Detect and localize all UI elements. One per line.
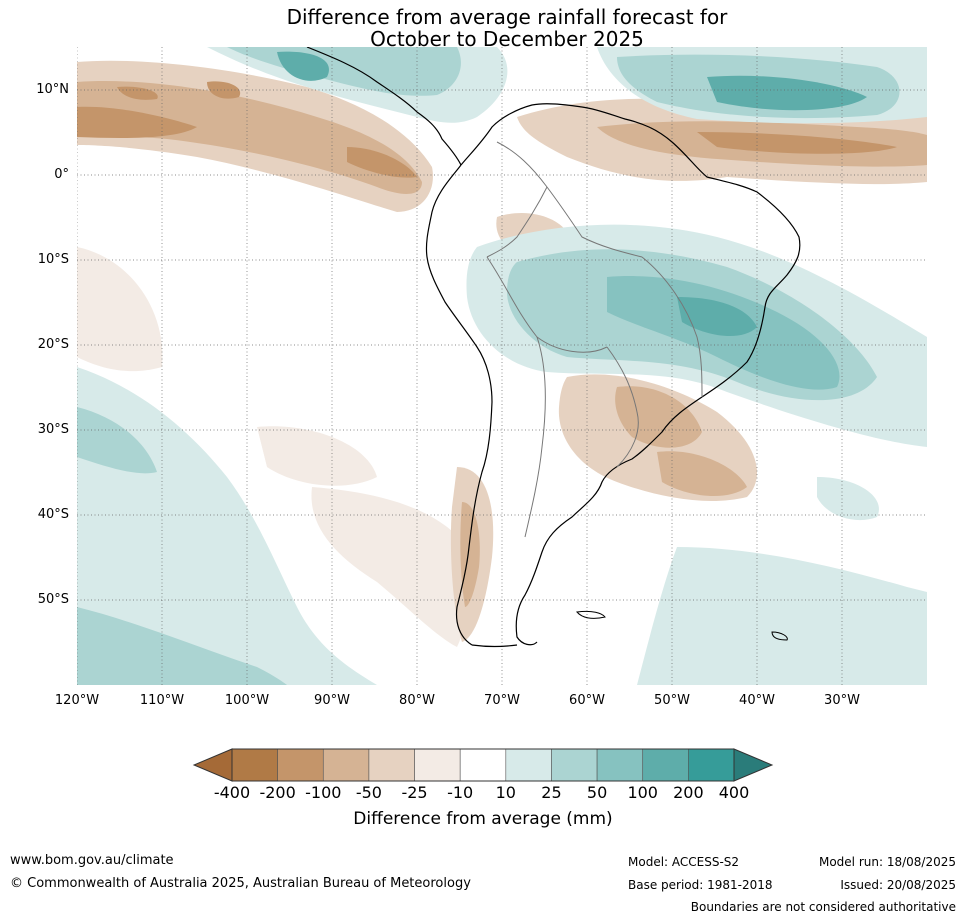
map-title-line1: Difference from average rainfall forecas… — [286, 5, 728, 29]
lat-label-10s: 10°S — [37, 252, 69, 267]
colorbar-segment — [596, 748, 644, 782]
lon-label-60w: 60°W — [569, 693, 605, 708]
colorbar-tick-label: 50 — [586, 783, 608, 802]
lat-label-30s: 30°S — [37, 422, 69, 437]
lon-label-100w: 100°W — [224, 693, 270, 708]
colorbar-segment — [277, 748, 324, 782]
country-borders — [486, 141, 703, 538]
colorbar-tick-label: -25 — [401, 783, 428, 802]
graticule — [77, 47, 927, 685]
colorbar-tick-label: -200 — [259, 783, 296, 802]
lon-label-40w: 40°W — [739, 693, 775, 708]
wet-band-atlantic-north-core — [707, 75, 867, 111]
colorbar-title: Difference from average (mm) — [353, 809, 613, 829]
wet-south-atlantic — [637, 547, 927, 685]
colorbar-segment — [322, 748, 370, 782]
lat-label-0: 0° — [54, 167, 69, 182]
lon-label-80w: 80°W — [399, 693, 435, 708]
colorbar-tick-label: -10 — [447, 783, 474, 802]
colorbar-segment — [414, 748, 461, 782]
colorbar-tick-label: -100 — [305, 783, 342, 802]
copyright-text: © Commonwealth of Australia 2025, Austra… — [10, 876, 471, 891]
website-link[interactable]: www.bom.gov.au/climate — [10, 853, 174, 868]
map-title-line2: October to December 2025 — [370, 27, 644, 51]
wet-south-atlantic-patch — [817, 477, 879, 521]
dry-pacific-east-patch — [77, 247, 163, 372]
colorbar-tick-label: 10 — [495, 783, 516, 802]
colorbar-segment — [231, 748, 278, 782]
colorbar-segment — [459, 748, 507, 782]
wet-southeast-pacific-core — [77, 607, 287, 685]
dry-core-b — [347, 147, 417, 178]
lon-label-30w: 30°W — [824, 693, 860, 708]
colorbar-tick-label: 100 — [627, 783, 658, 802]
colorbar-segment — [551, 748, 598, 782]
lon-label-50w: 50°W — [654, 693, 690, 708]
colorbar-tick-label: 400 — [718, 783, 750, 802]
lon-label-110w: 110°W — [139, 693, 185, 708]
base-period: Base period: 1981-2018 — [628, 878, 773, 892]
model-name: Model: ACCESS-S2 — [628, 855, 740, 869]
wet-brazil-plume-inner — [677, 297, 757, 337]
wet-caribbean-inner — [277, 51, 329, 81]
colorbar-extend-high — [734, 749, 772, 781]
colorbar — [192, 747, 774, 783]
islands — [576, 610, 788, 641]
lat-label-20s: 20°S — [37, 337, 69, 352]
colorbar-segment — [642, 748, 689, 782]
lon-label-70w: 70°W — [484, 693, 520, 708]
model-run-date: Model run: 18/08/2025 — [818, 855, 956, 869]
dry-pacific-mid-patch — [257, 426, 377, 486]
coastline-south-america — [306, 47, 801, 648]
dry-patagonia — [311, 487, 469, 647]
colorbar-segment — [688, 748, 735, 782]
dry-andes-south-core — [460, 502, 480, 607]
dry-uruguay — [657, 451, 747, 497]
colorbar-segment — [368, 748, 415, 782]
colorbar-tick-label: -50 — [355, 783, 382, 802]
wet-southeast-pacific-band — [77, 407, 157, 474]
rainfall-anomaly-map — [77, 47, 927, 685]
lat-label-10n: 10°N — [36, 82, 69, 97]
colorbar-tick-label: 25 — [541, 783, 562, 802]
colorbar-tick-label: -400 — [213, 783, 251, 802]
colorbar-extend-low — [194, 749, 232, 781]
lon-label-90w: 90°W — [314, 693, 350, 708]
dry-core-a — [77, 106, 197, 138]
issued-date: Issued: 20/08/2025 — [840, 878, 956, 892]
boundaries-disclaimer: Boundaries are not considered authoritat… — [690, 900, 956, 914]
wet-southeast-pacific — [77, 367, 377, 685]
colorbar-segment — [505, 748, 552, 782]
dry-band-north-pacific-core — [77, 81, 422, 194]
dry-core-d — [207, 81, 241, 99]
lon-label-120w: 120°W — [54, 693, 100, 708]
dry-core-e — [697, 132, 897, 154]
lat-label-50s: 50°S — [37, 592, 69, 607]
lat-label-40s: 40°S — [37, 507, 69, 522]
colorbar-tick-label: 200 — [673, 783, 704, 802]
